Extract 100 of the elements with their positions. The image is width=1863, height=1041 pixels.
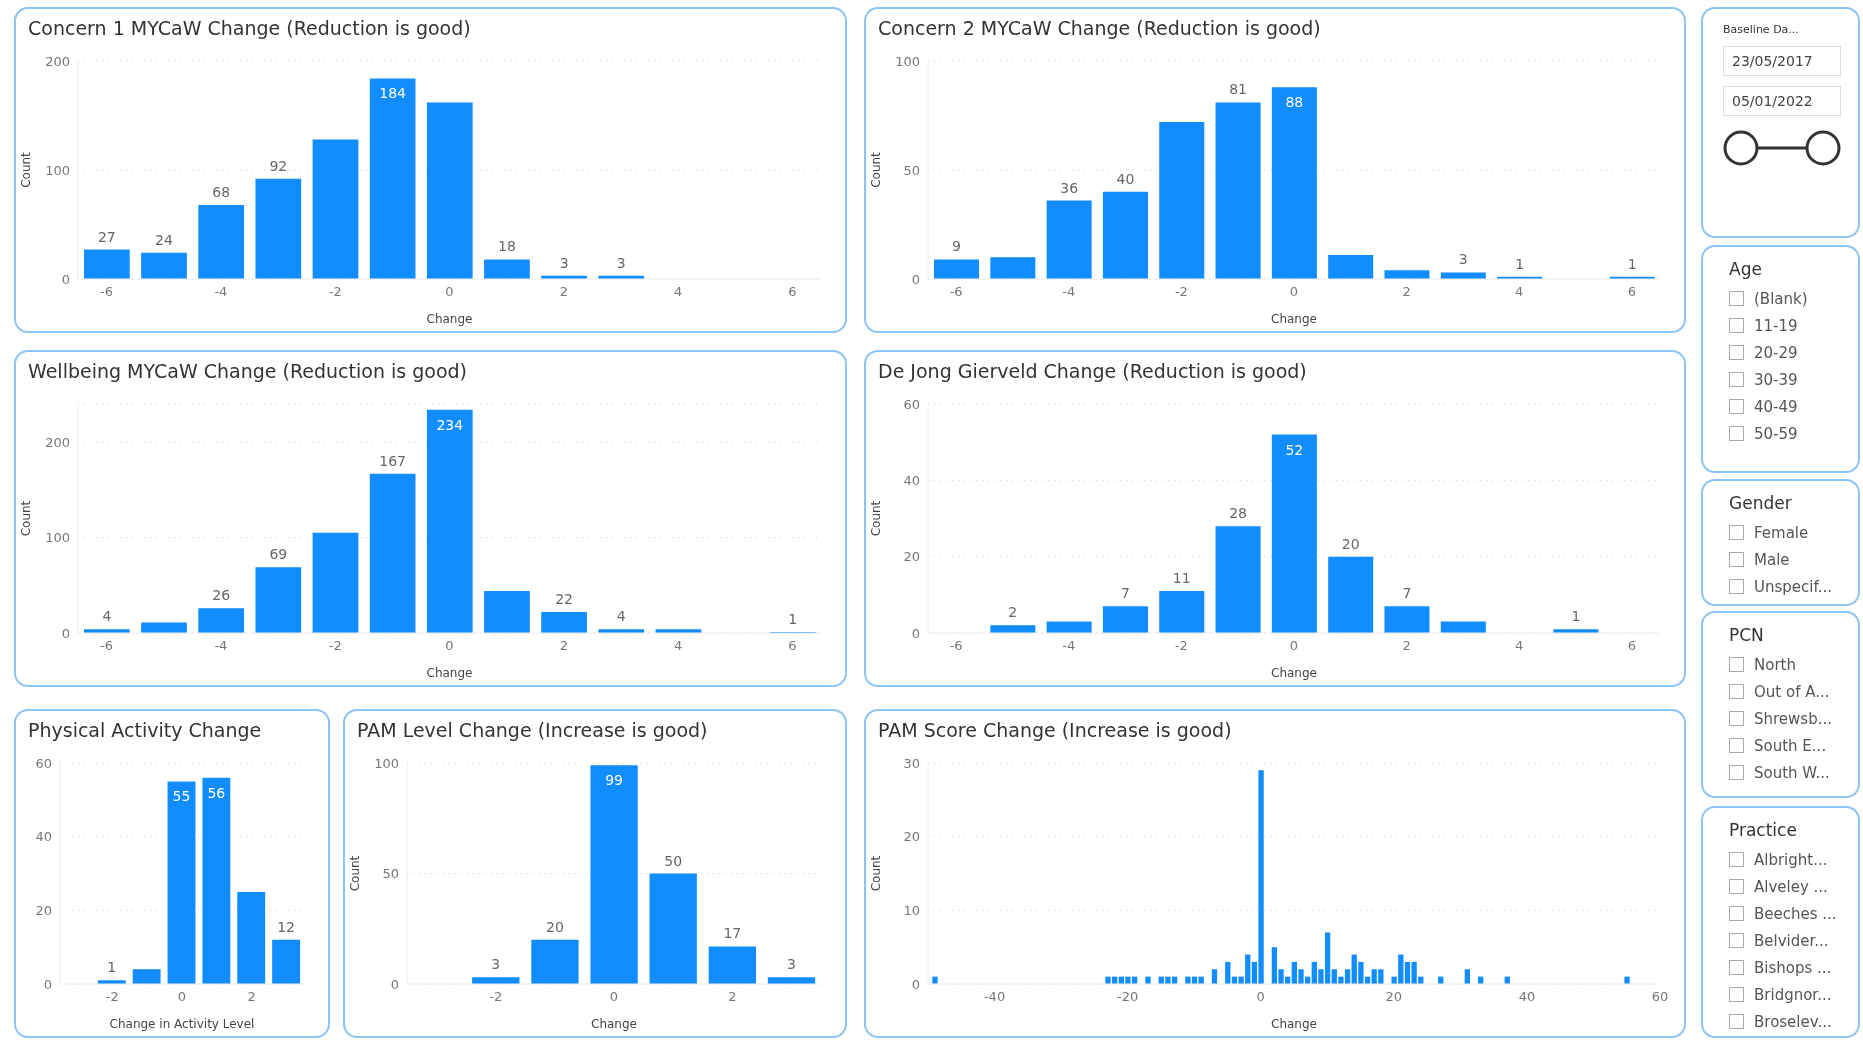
x-axis-title: Change xyxy=(1271,1017,1317,1031)
data-label: 28 xyxy=(1229,505,1247,522)
data-label: 9 xyxy=(952,238,961,255)
data-label: 50 xyxy=(664,852,683,869)
y-tick-label: 40 xyxy=(35,829,52,845)
x-tick-label: 4 xyxy=(673,284,683,300)
text: Bridgnor... xyxy=(1753,984,1833,1006)
data-label: 7 xyxy=(1120,585,1130,602)
chart-title: PAM Level Change (Increase is good) xyxy=(356,718,709,743)
data-label: 12 xyxy=(277,918,295,935)
data-label: 17 xyxy=(723,925,742,942)
text: North xyxy=(1753,654,1797,676)
y-tick-label: 20 xyxy=(903,829,920,845)
x-tick-label: 4 xyxy=(673,638,683,654)
y-tick-label: 0 xyxy=(911,625,920,641)
y-tick-label: 60 xyxy=(35,755,52,771)
data-label: 167 xyxy=(379,452,406,469)
data-label: 2 xyxy=(1008,604,1018,621)
x-tick-label: -6 xyxy=(949,638,963,654)
y-tick-label: 50 xyxy=(382,866,399,882)
y-tick-label: 0 xyxy=(61,271,70,287)
text: 40-49 xyxy=(1753,396,1799,418)
x-tick-label: -40 xyxy=(983,989,1006,1005)
text: Broselev... xyxy=(1753,1011,1833,1033)
y-tick-label: 40 xyxy=(903,472,920,488)
data-label: 3 xyxy=(559,254,569,271)
x-tick-label: 6 xyxy=(1627,638,1636,654)
chart-title: Wellbeing MYCaW Change (Reduction is good) xyxy=(27,359,468,384)
data-label: 3 xyxy=(616,254,626,271)
data-label: 4 xyxy=(616,608,626,625)
data-label: 184 xyxy=(379,85,407,102)
text: 23/05/2017 xyxy=(1723,46,1841,76)
data-label: 1 xyxy=(1571,608,1581,625)
x-tick-label: 40 xyxy=(1518,989,1536,1005)
x-tick-label: 2 xyxy=(728,989,737,1005)
text: PCN xyxy=(1729,625,1765,645)
text: Belvider... xyxy=(1753,930,1830,952)
y-axis-title: Count xyxy=(19,500,34,537)
text: Bishops ... xyxy=(1753,957,1833,979)
data-label: 7 xyxy=(1402,585,1412,602)
x-tick-label: 20 xyxy=(1385,989,1403,1005)
x-tick-label: 4 xyxy=(1515,638,1524,654)
x-tick-label: 60 xyxy=(1651,989,1669,1005)
y-axis-title: Count xyxy=(348,855,363,892)
data-label: 3 xyxy=(491,956,501,973)
y-tick-label: 200 xyxy=(45,434,70,450)
y-tick-label: 100 xyxy=(45,530,70,546)
text: (Blank) xyxy=(1753,288,1809,310)
text: 05/01/2022 xyxy=(1723,86,1841,116)
y-tick-label: 0 xyxy=(911,271,920,287)
text: 20-29 xyxy=(1753,342,1799,364)
y-axis-title: Count xyxy=(869,500,884,537)
text: Baseline Da... xyxy=(1723,23,1800,36)
data-label: 3 xyxy=(787,956,796,973)
data-label: 22 xyxy=(555,591,574,608)
y-tick-label: 0 xyxy=(390,976,399,992)
x-tick-label: -2 xyxy=(105,989,119,1005)
data-label: 11 xyxy=(1172,570,1191,587)
y-tick-label: 50 xyxy=(903,162,920,178)
x-axis-title: Change xyxy=(1271,312,1317,326)
text: Practice xyxy=(1729,820,1798,840)
y-tick-label: 0 xyxy=(43,976,52,992)
data-label: 55 xyxy=(172,788,191,805)
data-label: 52 xyxy=(1285,441,1304,458)
chart-title: Concern 2 MYCaW Change (Reduction is good) xyxy=(877,16,1322,41)
x-tick-label: -6 xyxy=(949,284,963,300)
x-tick-label: 0 xyxy=(1256,989,1265,1005)
data-label: 56 xyxy=(207,784,226,801)
y-tick-label: 60 xyxy=(903,396,920,412)
x-axis-title: Change xyxy=(426,666,473,680)
y-tick-label: 100 xyxy=(45,162,70,178)
x-tick-label: -2 xyxy=(1174,284,1188,300)
x-tick-label: 0 xyxy=(609,989,619,1005)
text: South E... xyxy=(1753,735,1828,757)
text: Beeches ... xyxy=(1753,903,1838,925)
x-tick-label: 0 xyxy=(1289,284,1299,300)
x-tick-label: 2 xyxy=(559,284,568,300)
data-label: 88 xyxy=(1285,94,1304,111)
data-label: 1 xyxy=(1515,255,1525,272)
x-tick-label: 0 xyxy=(1289,638,1299,654)
x-axis-title: Change in Activity Level xyxy=(109,1017,255,1031)
chart-title: Physical Activity Change xyxy=(27,718,263,743)
text: Gender xyxy=(1729,493,1793,513)
data-label: 92 xyxy=(269,157,288,174)
y-tick-label: 0 xyxy=(61,625,70,641)
data-label: 99 xyxy=(605,772,623,789)
y-tick-label: 100 xyxy=(895,53,920,69)
x-tick-label: 2 xyxy=(1402,284,1411,300)
data-label: 81 xyxy=(1229,81,1247,98)
text: Alveley ... xyxy=(1753,876,1829,898)
data-label: 68 xyxy=(212,183,231,200)
x-tick-label: -4 xyxy=(214,638,228,654)
data-label: 40 xyxy=(1116,170,1135,187)
data-label: 3 xyxy=(1458,251,1468,268)
x-tick-label: 2 xyxy=(559,638,568,654)
x-tick-label: -4 xyxy=(1062,284,1076,300)
data-label: 234 xyxy=(436,416,464,433)
data-label: 36 xyxy=(1060,179,1079,196)
text: 50-59 xyxy=(1753,423,1799,445)
data-label: 18 xyxy=(498,238,516,255)
